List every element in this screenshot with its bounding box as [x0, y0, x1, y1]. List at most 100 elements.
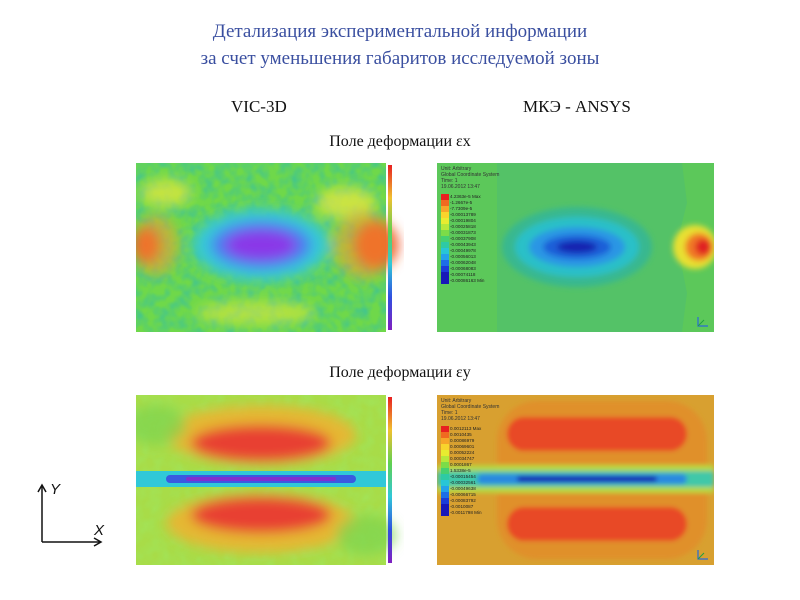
legend-swatch — [441, 486, 449, 492]
ansys-x-header: Unit: Arbitrary Global Coordinate System… — [441, 166, 500, 190]
legend-swatch — [441, 224, 449, 230]
legend-value: -0.00032561 — [450, 480, 476, 485]
legend-value: -0.00031873 — [450, 230, 476, 235]
legend-swatch — [441, 510, 449, 516]
legend-row: -0.00019804 — [441, 218, 484, 224]
legend-value: -7.7309e-5 — [450, 206, 473, 211]
legend-value: -0.00062048 — [450, 260, 476, 265]
legend-swatch — [441, 432, 449, 438]
strain-field-y-label: Поле деформации εy — [329, 364, 471, 381]
legend-swatch — [441, 248, 449, 254]
legend-value: -0.00043943 — [450, 242, 476, 247]
legend-row: -0.00032561 — [441, 480, 482, 486]
legend-row: -7.7309e-5 — [441, 206, 484, 212]
legend-value: 0.00086979 — [450, 438, 475, 443]
axis-y-letter: Y — [50, 481, 61, 498]
column-header-ansys: МКЭ - ANSYS — [523, 97, 631, 116]
legend-swatch — [441, 468, 449, 474]
legend-row: 0.0010435 — [441, 432, 482, 438]
legend-swatch — [441, 426, 449, 432]
legend-row: -0.00062048 — [441, 260, 484, 266]
legend-value: -0.00086163 Min — [450, 278, 485, 283]
legend-swatch — [441, 462, 449, 468]
legend-value: -0.00049978 — [450, 248, 476, 253]
ansys-y-header: Unit: Arbitrary Global Coordinate System… — [441, 398, 500, 422]
legend-value: 1.5338e-5 — [450, 468, 471, 473]
legend-value: 0.0010435 — [450, 432, 472, 437]
legend-swatch — [441, 498, 449, 504]
legend-swatch — [441, 242, 449, 248]
legend-value: -0.00015454 — [450, 474, 476, 479]
ansys-x-legend: 4.2363e-5 Max -1.2667e-5 -7.7309e-5 -0.0001… — [441, 194, 484, 284]
legend-row: -0.00013789 — [441, 212, 484, 218]
legend-value: -0.00056013 — [450, 254, 476, 259]
column-header-vic3d: VIC-3D — [231, 97, 287, 116]
legend-swatch — [441, 200, 449, 206]
legend-row: -0.00086163 Min — [441, 278, 484, 284]
legend-swatch — [441, 218, 449, 224]
coordinate-triad-icon — [697, 317, 708, 327]
legend-row: -0.00066715 — [441, 492, 482, 498]
legend-value: 0.00069601 — [450, 444, 475, 449]
legend-swatch — [441, 480, 449, 486]
legend-row: -0.00083792 — [441, 498, 482, 504]
legend-swatch — [441, 474, 449, 480]
slide-title-line1: Детализация экспериментальной информации — [212, 21, 588, 42]
legend-value: -1.2667e-5 — [450, 200, 473, 205]
legend-value: 0.00034747 — [450, 456, 475, 461]
legend-swatch — [441, 230, 449, 236]
legend-value: 0.0012113 Max — [450, 426, 482, 431]
legend-swatch — [441, 254, 449, 260]
vic3d-strain-y-map — [136, 395, 404, 565]
ansys-strain-x-map: Unit: Arbitrary Global Coordinate System… — [437, 163, 714, 332]
legend-row: -0.0010087 — [441, 504, 482, 510]
legend-row: -0.00068083 — [441, 266, 484, 272]
legend-swatch — [441, 438, 449, 444]
legend-swatch — [441, 492, 449, 498]
legend-value: -0.00013789 — [450, 212, 476, 217]
legend-value: -0.00066715 — [450, 492, 476, 497]
slide-title-line2: за счет уменьшения габаритов исследуемой… — [200, 48, 600, 69]
legend-row: 4.2363e-5 Max — [441, 194, 484, 200]
legend-value: -0.00068083 — [450, 266, 476, 271]
legend-value: -0.00049638 — [450, 486, 476, 491]
legend-value: -0.00083792 — [450, 498, 476, 503]
coordinate-triad-icon — [697, 550, 708, 560]
legend-swatch — [441, 206, 449, 212]
legend-row: -0.00037908 — [441, 236, 484, 242]
legend-swatch — [441, 444, 449, 450]
xy-axes-icon: Y X — [37, 481, 105, 547]
legend-swatch — [441, 212, 449, 218]
legend-value: -0.00025818 — [450, 224, 476, 229]
legend-swatch — [441, 260, 449, 266]
legend-row: 0.00086979 — [441, 438, 482, 444]
legend-value: 4.2363e-5 Max — [450, 194, 481, 199]
legend-swatch — [441, 456, 449, 462]
legend-swatch — [441, 236, 449, 242]
legend-swatch — [441, 450, 449, 456]
legend-swatch — [441, 266, 449, 272]
legend-row: 0.0012113 Max — [441, 426, 482, 432]
legend-row: 0.0001867 — [441, 462, 482, 468]
legend-row: 0.00052224 — [441, 450, 482, 456]
strain-field-x-label: Поле деформации εx — [329, 133, 471, 150]
legend-value: 0.0001867 — [450, 462, 472, 467]
legend-value: -0.00019804 — [450, 218, 476, 223]
legend-row: -0.00049638 — [441, 486, 482, 492]
legend-row: -1.2667e-5 — [441, 200, 484, 206]
legend-row: 1.5338e-5 — [441, 468, 482, 474]
legend-row: -0.00074118 — [441, 272, 484, 278]
legend-swatch — [441, 278, 449, 284]
legend-row: -0.00031873 — [441, 230, 484, 236]
legend-value: -0.0011798 Min — [450, 510, 482, 515]
axis-x-letter: X — [93, 522, 105, 539]
legend-row: 0.00034747 — [441, 456, 482, 462]
legend-row: 0.00069601 — [441, 444, 482, 450]
legend-swatch — [441, 504, 449, 510]
legend-row: -0.00049978 — [441, 248, 484, 254]
ansys-y-legend: 0.0012113 Max 0.0010435 0.00086979 0.000696… — [441, 426, 482, 516]
legend-swatch — [441, 194, 449, 200]
legend-value: -0.00037908 — [450, 236, 476, 241]
legend-value: -0.0010087 — [450, 504, 474, 509]
legend-row: -0.00043943 — [441, 242, 484, 248]
